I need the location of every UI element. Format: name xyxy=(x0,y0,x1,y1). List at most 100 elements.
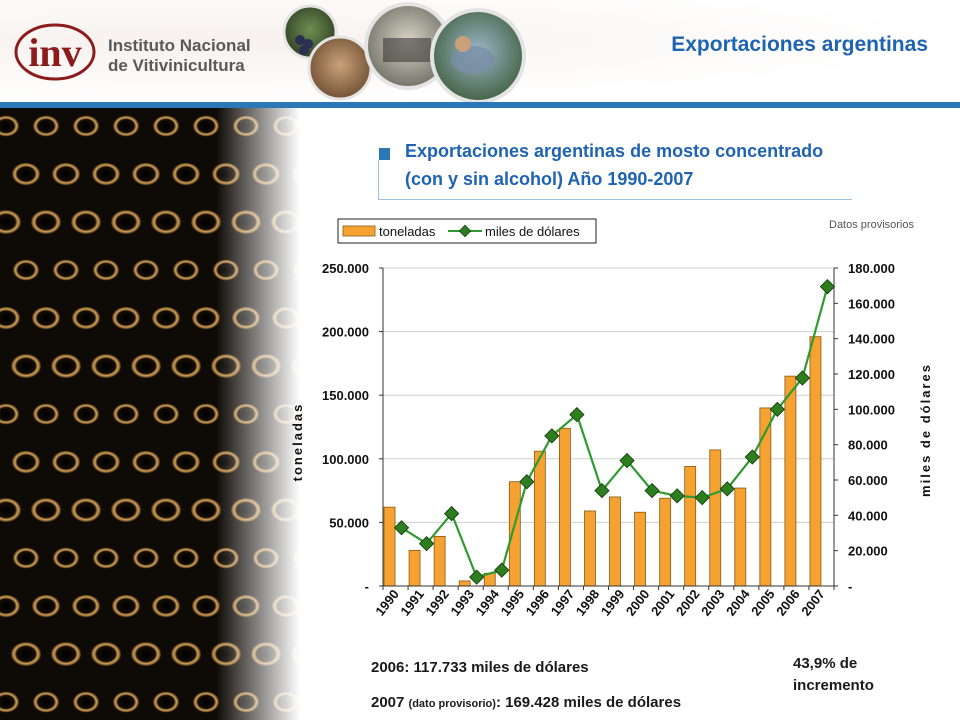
bars-toneladas xyxy=(383,336,822,587)
footer-2007-year: 2007 xyxy=(371,694,409,711)
x-tick-label-1998: 1998 xyxy=(573,587,603,619)
marker-dolares-1993 xyxy=(469,569,485,585)
right-tick-label: 100.000 xyxy=(848,402,895,417)
logo-mark-text: inv xyxy=(28,30,81,75)
line-miles-de-dolares xyxy=(393,279,836,585)
right-tick-label: 80.000 xyxy=(848,438,888,453)
chart-title-line-2: (con y sin alcohol) Año 1990-2007 xyxy=(405,169,694,189)
marker-dolares-1994 xyxy=(494,562,510,578)
bar-toneladas-1998 xyxy=(584,510,596,587)
bar-toneladas-1992 xyxy=(433,535,446,587)
footer-2007-amount: : 169.428 miles de dólares xyxy=(495,694,682,711)
x-tick-label-1995: 1995 xyxy=(498,587,528,619)
footer-2007-provisional: (dato provisorio) xyxy=(408,698,496,710)
left-tick-label: - xyxy=(365,579,369,594)
bar-toneladas-2007 xyxy=(809,336,822,587)
header-divider xyxy=(0,102,960,108)
right-axis-tick-labels: - 20.000 40.000 60.000 80.000 100.000 120.000 1… xyxy=(848,261,895,594)
marker-dolares-2004 xyxy=(744,449,760,465)
bar-toneladas-1999 xyxy=(609,496,621,587)
legend-swatch-toneladas xyxy=(342,225,376,237)
x-tick-label-1991: 1991 xyxy=(397,587,427,619)
legend-marker-dolares xyxy=(458,224,472,238)
marker-dolares-1996 xyxy=(544,428,560,444)
bar-toneladas-1997 xyxy=(559,427,571,587)
bar-toneladas-2001 xyxy=(659,497,672,587)
marker-dolares-2005 xyxy=(769,401,785,417)
chart-title: Exportaciones argentinas de mosto concen… xyxy=(405,137,925,193)
x-tick-label-2002: 2002 xyxy=(673,587,703,619)
x-tick-label-1994: 1994 xyxy=(472,586,502,619)
x-tick-label-2006: 2006 xyxy=(773,587,803,619)
increment-note: 43,9% de incremento xyxy=(793,655,874,694)
marker-dolares-2003 xyxy=(719,481,735,497)
bar-toneladas-1990 xyxy=(383,506,396,587)
marker-dolares-1998 xyxy=(594,482,610,499)
marker-dolares-1999 xyxy=(619,452,635,469)
page-header: inv Instituto Nacional de Vitivinicultur… xyxy=(0,0,960,108)
marker-dolares-2006 xyxy=(794,370,811,386)
x-tick-label-1992: 1992 xyxy=(422,587,452,619)
bar-toneladas-1991 xyxy=(408,549,421,587)
left-tick-label: 250.000 xyxy=(322,261,369,276)
title-accent-square xyxy=(379,148,390,160)
bar-toneladas-1996 xyxy=(533,450,546,587)
marker-dolares-2000 xyxy=(644,482,660,499)
legend-label-dolares: miles de dólares xyxy=(485,224,580,239)
x-tick-label-2005: 2005 xyxy=(748,587,778,619)
right-axis-title: miles de dólares xyxy=(918,363,933,497)
x-tick-label-1993: 1993 xyxy=(447,587,477,619)
bar-toneladas-2002 xyxy=(684,466,697,587)
marker-dolares-2007 xyxy=(819,279,836,295)
chart-title-line-1: Exportaciones argentinas de mosto concen… xyxy=(405,141,824,161)
x-axis-tick-labels: 1990199119921993199419951996199719981999… xyxy=(372,586,828,619)
right-tick-label: 60.000 xyxy=(848,473,888,488)
exports-chart: toneladas miles de dólares - 50.000 100.00… xyxy=(290,218,933,619)
bar-toneladas-2003 xyxy=(709,449,722,587)
x-tick-label-1997: 1997 xyxy=(548,587,578,619)
bar-toneladas-2004 xyxy=(734,487,747,587)
logo-line-1: Instituto Nacional xyxy=(108,36,251,55)
vineyard-photo-collage xyxy=(282,2,526,102)
x-tick-label-2001: 2001 xyxy=(648,587,678,619)
marker-dolares-2001 xyxy=(669,488,685,504)
right-tick-label: - xyxy=(848,579,852,594)
right-tick-label: 180.000 xyxy=(848,261,895,276)
x-tick-label-2003: 2003 xyxy=(698,587,728,619)
marker-dolares-1990 xyxy=(393,520,410,536)
left-axis-title: toneladas xyxy=(290,403,305,482)
provisional-data-note: Datos provisorios xyxy=(829,219,914,231)
logo-line-2: de Vitivinicultura xyxy=(108,56,245,75)
title-accent-hline xyxy=(378,199,852,200)
marker-dolares-2002 xyxy=(694,490,710,506)
marker-dolares-1991 xyxy=(418,535,435,552)
right-tick-label: 40.000 xyxy=(848,508,888,523)
bar-toneladas-2005 xyxy=(759,407,772,587)
left-axis-tick-labels: - 50.000 100.000 150.000 200.000 250.000 xyxy=(322,261,369,594)
inv-logo: inv xyxy=(14,23,96,81)
header-title: Exportaciones argentinas xyxy=(671,33,928,56)
axes xyxy=(379,267,838,590)
wine-bottles-background-image xyxy=(0,108,300,720)
bar-toneladas-2006 xyxy=(784,375,797,587)
x-tick-label-2000: 2000 xyxy=(623,587,653,619)
right-tick-label: 140.000 xyxy=(848,332,895,347)
gridlines xyxy=(383,267,834,523)
marker-dolares-1992 xyxy=(444,505,460,522)
left-tick-label: 50.000 xyxy=(329,515,369,530)
footer-2006-value: 2006: 117.733 miles de dólares xyxy=(371,659,589,676)
series-line-dolares xyxy=(400,286,829,579)
legend-label-toneladas: toneladas xyxy=(379,224,436,239)
x-tick-label-1996: 1996 xyxy=(523,587,553,619)
right-tick-label: 160.000 xyxy=(848,296,895,311)
x-tick-label-2007: 2007 xyxy=(798,587,828,619)
bar-toneladas-1993 xyxy=(458,580,471,587)
footer-2007-value: 2007 (dato provisorio): 169.428 miles de… xyxy=(371,694,681,711)
right-tick-label: 120.000 xyxy=(848,367,895,382)
marker-dolares-1997 xyxy=(569,406,585,423)
x-tick-label-1999: 1999 xyxy=(598,587,628,619)
chart-legend: toneladas miles de dólares xyxy=(337,218,597,244)
x-tick-label-1990: 1990 xyxy=(372,587,402,619)
left-tick-label: 150.000 xyxy=(322,388,369,403)
left-tick-label: 100.000 xyxy=(322,452,369,467)
